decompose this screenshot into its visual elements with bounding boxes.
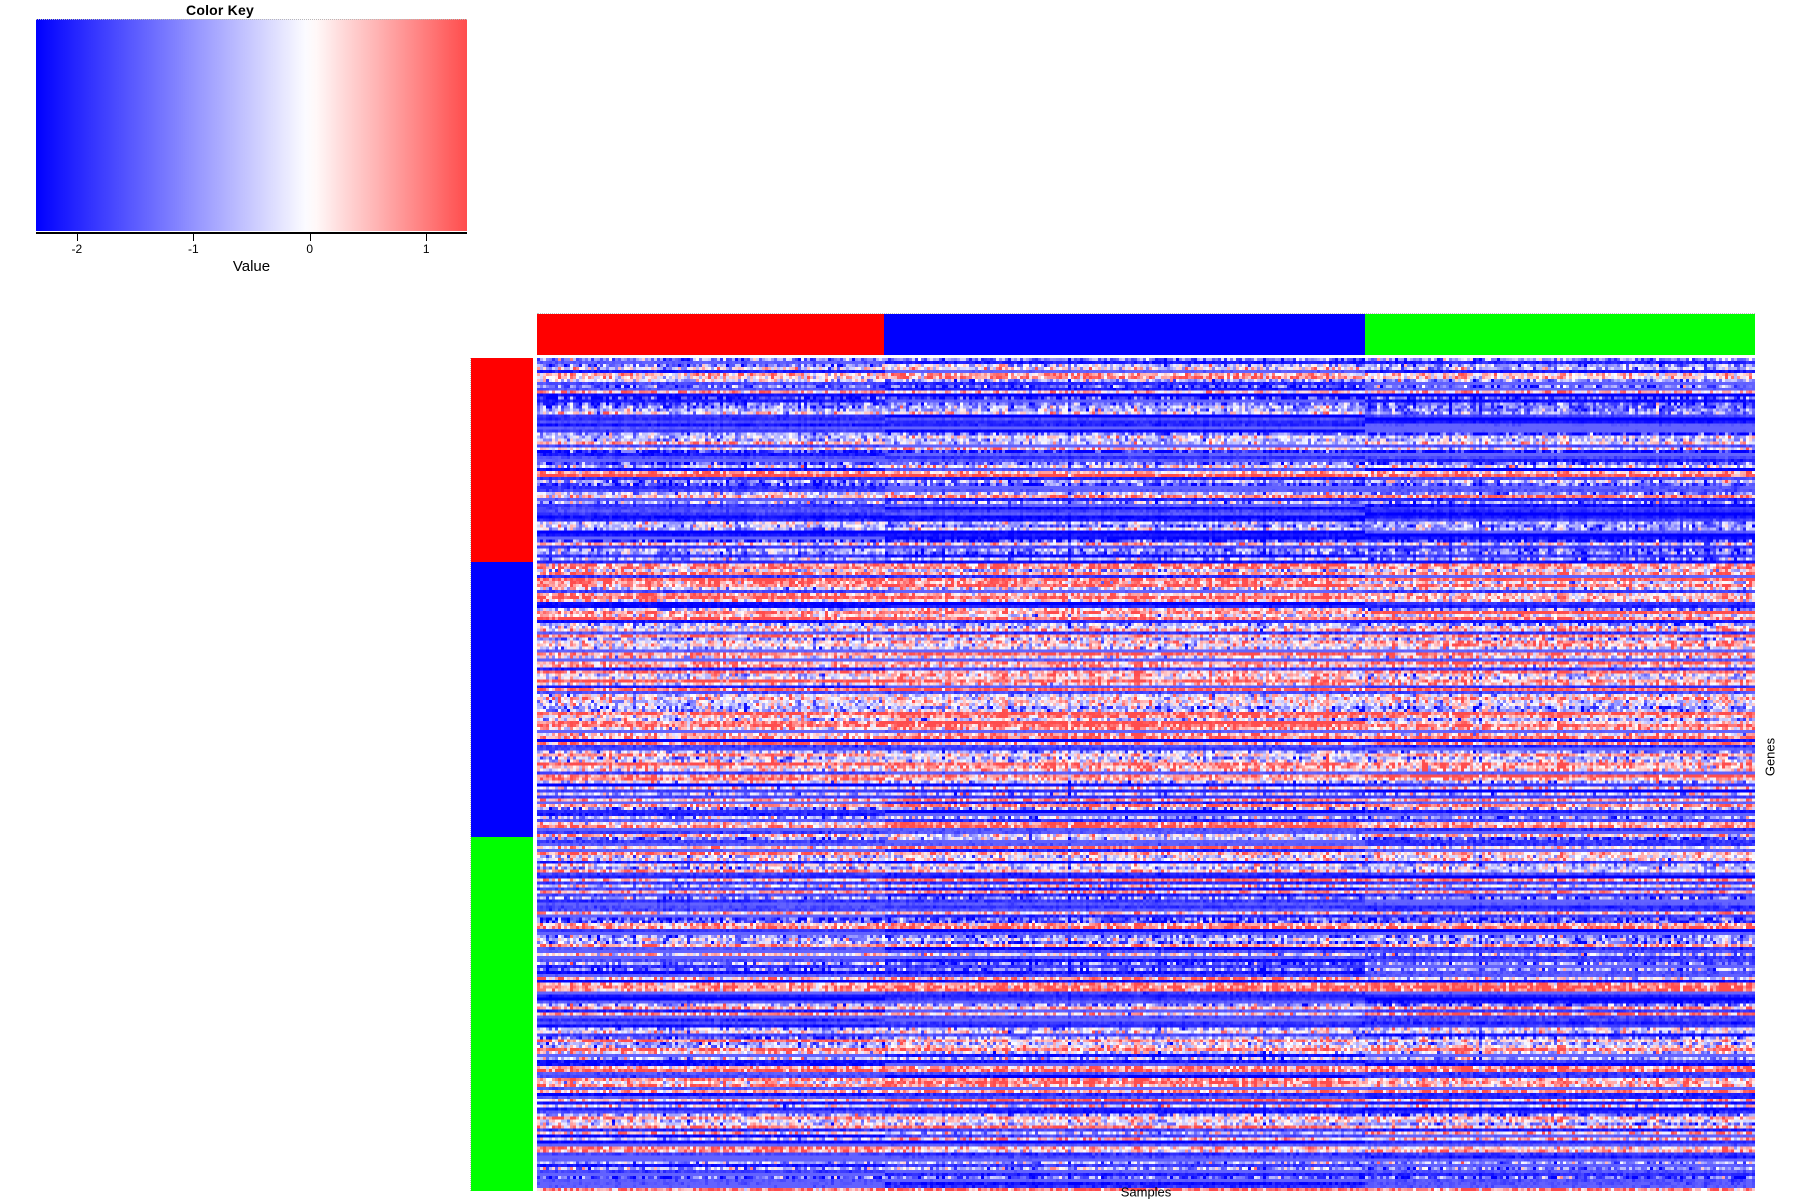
color-key-axis-line: [36, 232, 467, 234]
color-key-gradient: [36, 19, 467, 231]
color-key-axis-label: Value: [232, 258, 271, 275]
color-key-tick-3: [426, 234, 428, 241]
row-annotation-block-2: [471, 562, 533, 837]
color-key-title: Color Key: [186, 2, 254, 18]
heatmap-region: [470, 313, 1760, 1193]
row-annotation-bar: [470, 358, 533, 1191]
color-key-tick-label-2: 0: [306, 242, 314, 256]
heatmap-cells-canvas: [537, 358, 1755, 1191]
color-key-tick-0: [76, 234, 78, 241]
column-annotation-bar: [537, 313, 1755, 355]
y-axis-label: Genes: [1762, 737, 1778, 777]
heatmap-matrix: [537, 358, 1755, 1191]
row-annotation-block-1: [471, 358, 533, 563]
color-key-tick-1: [193, 234, 195, 241]
column-annotation-block-2: [884, 314, 1366, 355]
color-key-tick-label-0: -2: [71, 242, 83, 256]
color-key-tick-2: [309, 234, 311, 241]
column-annotation-block-1: [537, 314, 885, 355]
x-axis-label: Samples: [1120, 1184, 1172, 1200]
color-key-tick-label-3: 1: [422, 242, 430, 256]
row-annotation-block-3: [471, 836, 533, 1191]
column-annotation-block-3: [1365, 314, 1755, 355]
color-key-tick-label-1: -1: [187, 242, 199, 256]
color-key-panel: Color Key -2 -1 0 1 Value: [0, 0, 470, 300]
